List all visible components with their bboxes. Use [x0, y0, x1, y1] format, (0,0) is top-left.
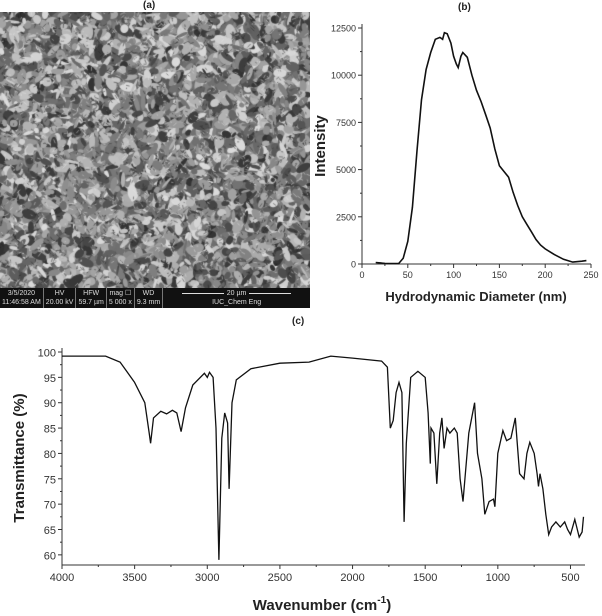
- sem-institution: IUC_Chem Eng: [212, 299, 262, 306]
- b-x-axis-label: Hydrodynamic Diameter (nm): [385, 289, 566, 304]
- c-y-tick-label: 80: [44, 449, 56, 461]
- b-y-tick-label: 12500: [331, 24, 356, 34]
- c-x-label-text: Wavenumber (cm: [253, 597, 377, 614]
- sem-mag-label: mag ☐: [109, 290, 132, 297]
- c-x-label-sup: -1: [377, 595, 386, 606]
- c-x-tick-label: 1500: [413, 572, 437, 584]
- sem-hfw-label: HFW: [83, 290, 100, 297]
- c-x-tick-label: 3000: [195, 572, 219, 584]
- sem-image: [0, 12, 310, 288]
- c-y-tick-label: 95: [44, 373, 56, 385]
- c-y-tick-label: 60: [44, 550, 56, 562]
- c-x-tick-label: 4000: [50, 572, 74, 584]
- sem-datetime: 3/5/2020 11:46:58 AM: [0, 288, 44, 308]
- sem-micrograph: 3/5/2020 11:46:58 AM HV 20.00 kV HFW 59.7 µ…: [0, 12, 310, 308]
- c-y-tick-label: 75: [44, 474, 56, 486]
- b-y-tick-label: 10000: [331, 71, 356, 81]
- scale-bar-label: 20 µm: [226, 290, 247, 297]
- scale-bar-line: [249, 293, 292, 294]
- sem-wd: WD 9.3 mm: [135, 288, 164, 308]
- c-x-axis-label: Wavenumber (cm-1): [253, 595, 391, 614]
- scale-bar-line: [181, 293, 224, 294]
- b-y-tick-label: 5000: [336, 165, 356, 175]
- sem-hv: HV 20.00 kV: [44, 288, 77, 308]
- sem-mag-value: 5 000 x: [108, 299, 132, 306]
- panel-label-a: (a): [143, 0, 156, 11]
- b-x-tick-label: 150: [492, 270, 507, 280]
- b-y-tick-label: 0: [351, 260, 356, 270]
- b-x-tick-label: 50: [403, 270, 413, 280]
- c-y-axis-label: Transmittance (%): [11, 393, 28, 522]
- b-x-tick-label: 100: [446, 270, 461, 280]
- sem-hv-label: HV: [54, 290, 65, 297]
- sem-wd-label: WD: [142, 290, 155, 297]
- b-x-tick-label: 250: [583, 270, 598, 280]
- sem-time: 11:46:58 AM: [2, 299, 41, 306]
- dls-chart: Intensity Hydrodynamic Diameter (nm) 0 50…: [312, 24, 599, 305]
- c-y-tick-label: 90: [44, 398, 56, 410]
- c-x-tick-label: 2500: [268, 572, 292, 584]
- c-y-tick-label: 85: [44, 424, 56, 436]
- sem-info-bar: 3/5/2020 11:46:58 AM HV 20.00 kV HFW 59.7 µ…: [0, 288, 310, 308]
- b-y-axis-label: Intensity: [312, 115, 329, 177]
- b-y-tick-label: 2500: [336, 212, 356, 222]
- b-series-line: [375, 31, 587, 265]
- ftir-chart: Transmittance (%) Wavenumber (cm-1) 4000…: [11, 348, 585, 614]
- sem-hfw: HFW 59.7 µm: [76, 288, 107, 308]
- c-x-tick-label: 500: [561, 572, 579, 584]
- sem-date: 3/5/2020: [7, 290, 36, 297]
- sem-hv-value: 20.00 kV: [45, 299, 74, 306]
- c-y-tick-label: 65: [44, 525, 56, 537]
- panel-label-c: (c): [292, 316, 305, 327]
- c-x-tick-label: 2000: [340, 572, 364, 584]
- c-x-tick-label: 1000: [486, 572, 510, 584]
- b-x-tick-label: 0: [359, 270, 364, 280]
- c-y-tick-label: 100: [38, 348, 56, 360]
- sem-mag: mag ☐ 5 000 x: [107, 288, 135, 308]
- c-y-tick-label: 70: [44, 500, 56, 512]
- b-x-tick-label: 200: [538, 270, 553, 280]
- c-x-label-end: ): [386, 597, 391, 614]
- sem-wd-value: 9.3 mm: [136, 299, 161, 306]
- b-y-tick-label: 7500: [336, 118, 356, 128]
- sem-scale: 20 µm IUC_Chem Eng: [163, 288, 310, 308]
- panel-label-b: (b): [458, 2, 471, 13]
- c-x-tick-label: 3500: [122, 572, 146, 584]
- c-series-line: [62, 355, 585, 560]
- sem-hfw-value: 59.7 µm: [78, 299, 104, 306]
